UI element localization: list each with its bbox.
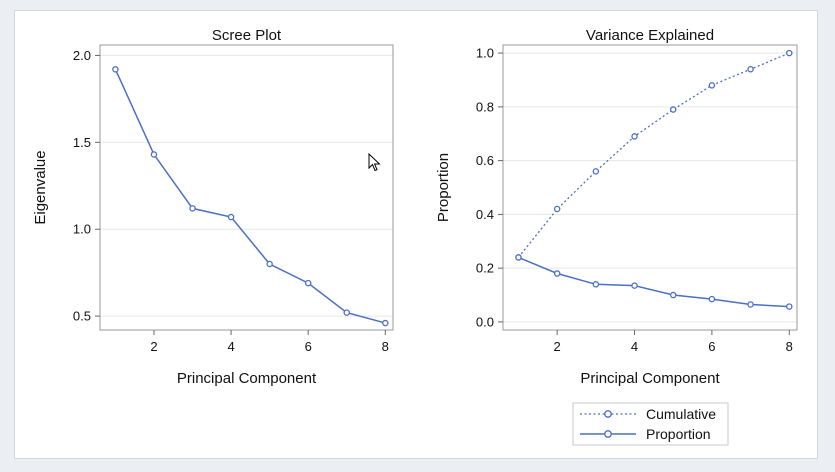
variance-title: Variance Explained [586, 27, 714, 44]
variance-proportion-point [669, 291, 677, 299]
variance-y-tick-label: 0.4 [476, 207, 494, 222]
variance-proportion-point [553, 270, 561, 277]
mouse-cursor-icon [368, 153, 381, 172]
variance-x-axis-label: Principal Component [580, 370, 720, 387]
scree-x-tick-label: 6 [305, 339, 312, 354]
variance-cumulative-point [669, 106, 677, 113]
variance-y-tick-label: 0.8 [476, 99, 494, 114]
scree-y-tick-label: 0.5 [73, 309, 91, 324]
variance-cumulative-line [517, 52, 790, 258]
variance-proportion-point [786, 303, 793, 310]
variance-x-tick-label: 8 [786, 339, 793, 354]
variance-proportion-point [592, 281, 600, 288]
scree-eigenvalue-point [266, 260, 273, 268]
legend-cumulative-label: Cumulative [646, 406, 716, 422]
scree-eigenvalue-point [189, 205, 196, 212]
variance-proportion-point [708, 295, 716, 303]
scree-x-tick-label: 2 [150, 339, 157, 354]
output-panel [14, 10, 818, 459]
variance-cumulative-point [592, 168, 600, 175]
scree-y-tick-label: 1.0 [73, 222, 91, 237]
variance-x-tick-label: 4 [631, 339, 638, 354]
scree-y-axis-label: Eigenvalue [32, 150, 49, 224]
variance-proportion-point [515, 254, 522, 261]
scree-y-tick-label: 1.5 [73, 135, 91, 150]
variance-x-tick-label: 2 [554, 339, 561, 354]
scree-eigenvalue-point [227, 213, 235, 221]
variance-cumulative-point [786, 49, 793, 57]
variance-cumulative-point [553, 205, 561, 213]
scree-title: Scree Plot [212, 27, 282, 44]
scree-eigenvalue-point [382, 319, 389, 327]
variance-proportion-point [631, 282, 638, 289]
variance-plot-frame [502, 44, 798, 331]
variance-x-tick-label: 6 [708, 339, 715, 354]
variance-proportion-line [518, 256, 790, 308]
scree-plot-frame [99, 44, 394, 331]
legend-proportion-marker [604, 430, 612, 438]
scree-eigenvalue-line [114, 68, 386, 324]
scree-eigenvalue-point [112, 66, 119, 73]
variance-cumulative-point [747, 65, 754, 73]
scree-x-tick-label: 4 [227, 339, 234, 354]
scree-y-tick-label: 2.0 [73, 48, 91, 63]
variance-cumulative-point [631, 133, 638, 140]
variance-cumulative-point [708, 82, 716, 89]
scree-eigenvalue-point [150, 151, 158, 158]
variance-y-tick-label: 0.0 [476, 314, 494, 329]
variance-legend [572, 402, 729, 446]
variance-y-tick-label: 1.0 [476, 46, 494, 61]
variance-y-tick-label: 0.6 [476, 153, 494, 168]
scree-x-tick-label: 8 [382, 339, 389, 354]
scree-x-axis-label: Principal Component [177, 370, 317, 387]
scree-eigenvalue-point [343, 309, 350, 316]
legend-cumulative-marker [604, 410, 612, 418]
variance-y-tick-label: 0.2 [476, 261, 494, 276]
scree-eigenvalue-point [304, 279, 312, 287]
legend-proportion-label: Proportion [646, 426, 711, 442]
variance-proportion-point [747, 301, 754, 308]
variance-y-axis-label: Proportion [435, 153, 452, 222]
